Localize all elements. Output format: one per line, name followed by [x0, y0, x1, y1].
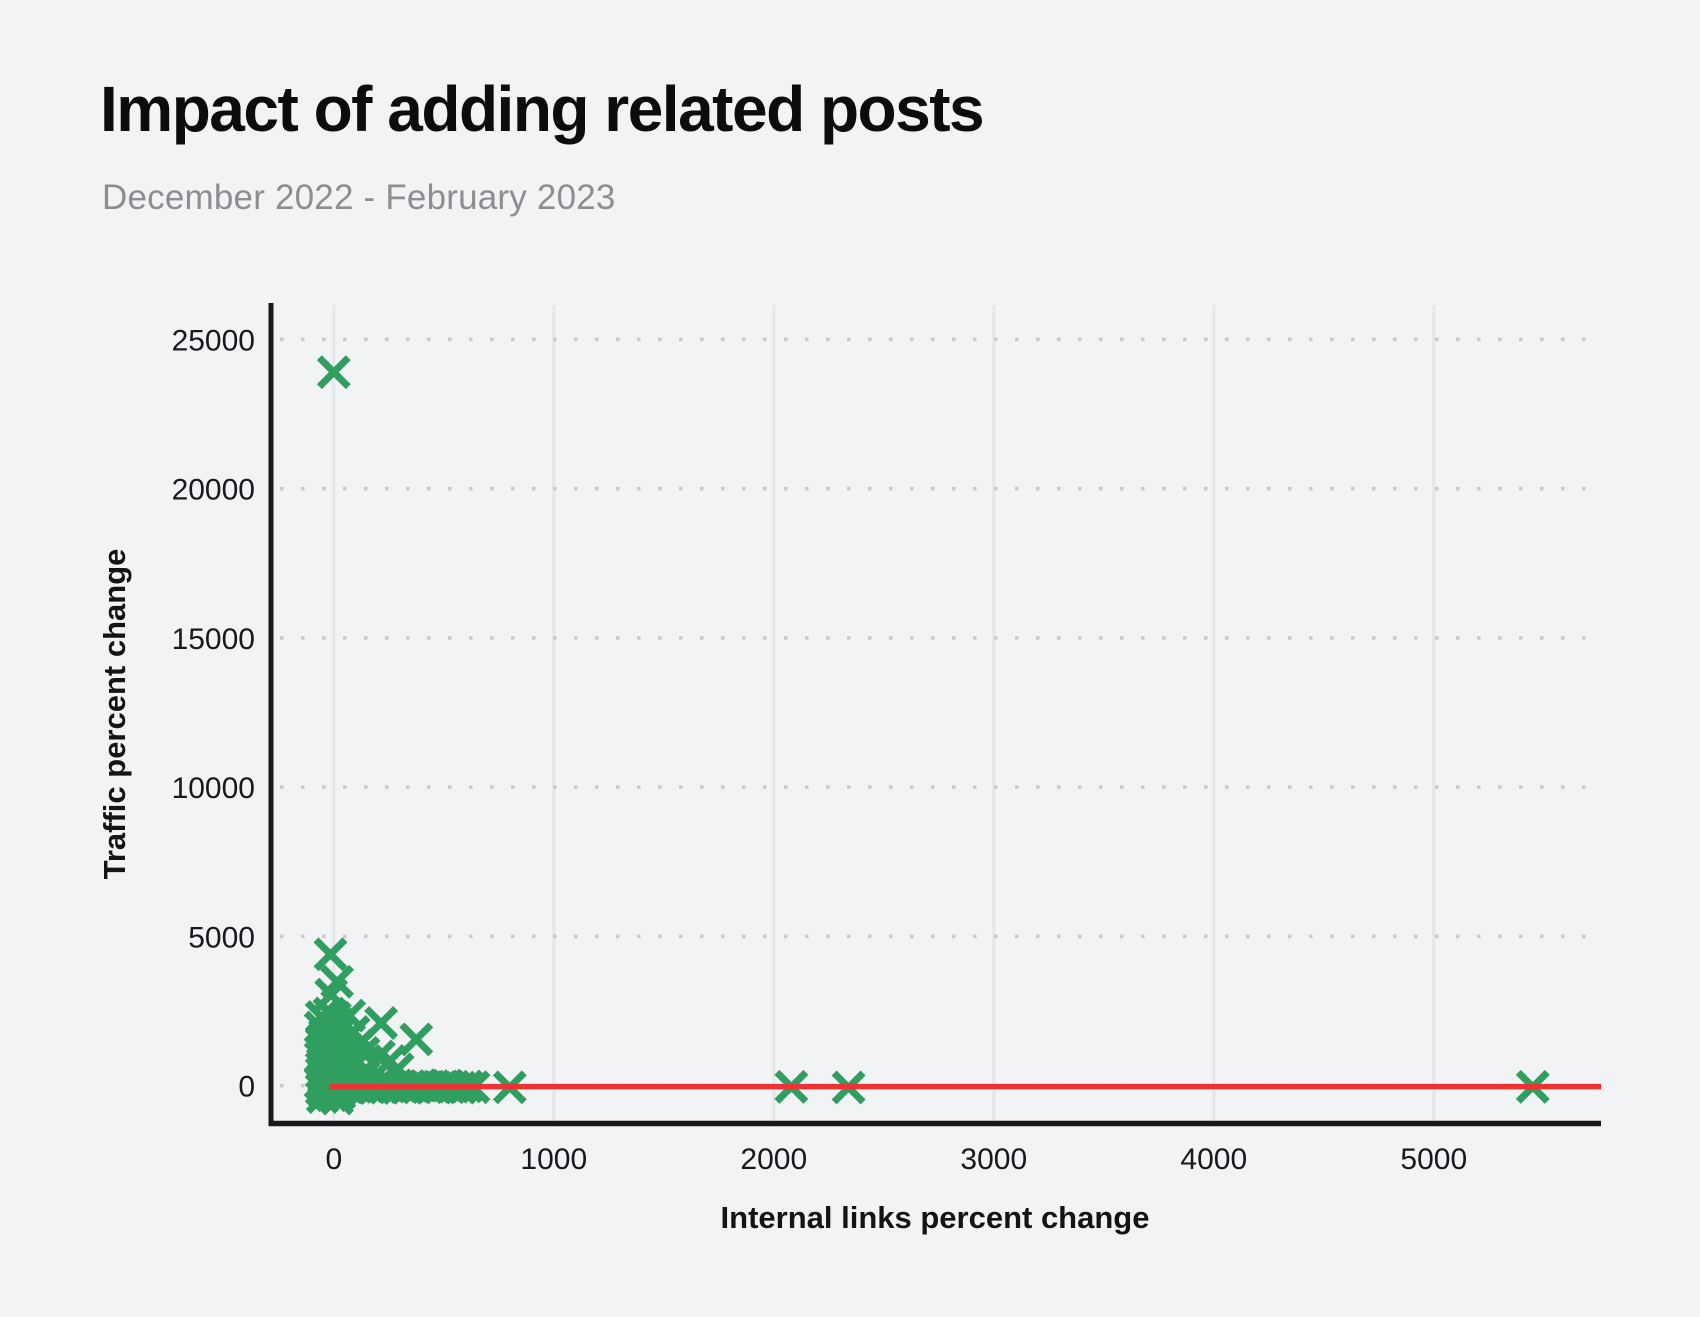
chart-title: Impact of adding related posts: [100, 73, 985, 145]
y-tick-label: 15000: [172, 623, 255, 656]
x-axis-title: Internal links percent change: [720, 1200, 1150, 1235]
x-tick-label: 3000: [960, 1143, 1027, 1176]
data-point-marker: [399, 1022, 434, 1057]
x-tick-label: 2000: [740, 1143, 807, 1176]
y-tick-label: 0: [238, 1071, 255, 1104]
data-point-marker: [313, 937, 348, 972]
x-tick-label: 0: [325, 1143, 342, 1176]
data-point-marker: [316, 355, 351, 390]
x-tick-label: 1000: [520, 1143, 587, 1176]
y-tick-label: 10000: [172, 772, 255, 805]
y-tick-label: 5000: [188, 921, 255, 954]
x-tick-label: 5000: [1400, 1143, 1467, 1176]
y-tick-label: 25000: [172, 324, 255, 357]
data-point-marker: [364, 1006, 399, 1040]
y-tick-label: 20000: [172, 474, 255, 507]
x-tick-label: 4000: [1180, 1143, 1247, 1176]
y-axis-title: Traffic percent change: [97, 548, 132, 880]
chart-subtitle: December 2022 - February 2023: [102, 178, 616, 217]
